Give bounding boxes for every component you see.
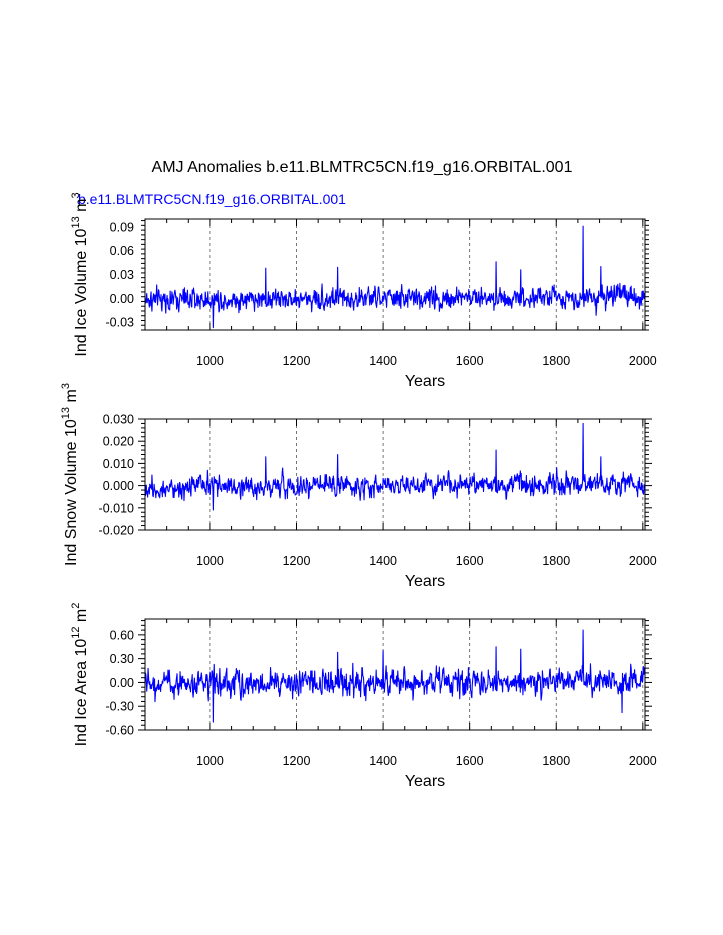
x-tick-label: 1200 bbox=[283, 354, 311, 368]
y-tick-label: 0.00 bbox=[110, 292, 134, 306]
plot-frame bbox=[144, 218, 646, 331]
x-tick-label: 2000 bbox=[629, 754, 657, 768]
x-tick-label: 1600 bbox=[456, 554, 484, 568]
y-tick-label: 0.60 bbox=[110, 628, 134, 642]
y-tick-label: 0.09 bbox=[110, 220, 134, 234]
x-tick-label: 1400 bbox=[369, 554, 397, 568]
y-axis-label: Ind Ice Area 1012 m2 bbox=[70, 603, 90, 747]
y-axis-label: Ind Ice Volume 1013 m3 bbox=[70, 192, 90, 356]
y-tick-label: 0.03 bbox=[110, 268, 134, 282]
y-tick-label: 0.06 bbox=[110, 244, 134, 258]
x-tick-label: 1400 bbox=[369, 354, 397, 368]
x-tick-label: 1000 bbox=[196, 354, 224, 368]
chart-subtitle: b.e11.BLMTRC5CN.f19_g16.ORBITAL.001 bbox=[78, 191, 346, 207]
series-line bbox=[144, 422, 645, 511]
y-tick-label: -0.010 bbox=[99, 501, 134, 515]
panel-1: 1000 1200 1400 1600 1800 2000 -0.03 0.00 0.03 0.0… bbox=[70, 192, 657, 390]
x-tick-label: 2000 bbox=[629, 554, 657, 568]
x-axis-label: Years bbox=[405, 773, 445, 790]
x-tick-label: 2000 bbox=[629, 354, 657, 368]
x-tick-label: 1800 bbox=[542, 554, 570, 568]
x-tick-label: 1200 bbox=[283, 554, 311, 568]
x-tick-label: 1800 bbox=[542, 354, 570, 368]
y-tick-label: -0.020 bbox=[99, 524, 134, 538]
y-tick-label: -0.60 bbox=[106, 724, 135, 738]
y-axis-label: Ind Snow Volume 1013 m3 bbox=[60, 383, 80, 566]
plot-frame bbox=[144, 618, 646, 731]
plot-frame bbox=[144, 418, 646, 531]
y-tick-label: -0.03 bbox=[106, 316, 135, 330]
x-tick-label: 1000 bbox=[196, 554, 224, 568]
x-tick-label: 1800 bbox=[542, 754, 570, 768]
y-tick-label: 0.00 bbox=[110, 676, 134, 690]
y-tick-label: 0.010 bbox=[103, 457, 134, 471]
x-tick-label: 1400 bbox=[369, 754, 397, 768]
chart-title: AMJ Anomalies b.e11.BLMTRC5CN.f19_g16.OR… bbox=[152, 159, 573, 176]
panel-2: 1000 1200 1400 1600 1800 2000 -0.020 -0.010 0.00… bbox=[60, 383, 657, 590]
x-axis-label: Years bbox=[405, 573, 445, 590]
series-line bbox=[144, 225, 646, 329]
y-tick-label: -0.30 bbox=[106, 700, 135, 714]
x-axis-label: Years bbox=[405, 373, 445, 390]
y-tick-label: 0.30 bbox=[110, 652, 134, 666]
x-tick-label: 1600 bbox=[456, 354, 484, 368]
y-tick-label: 0.000 bbox=[103, 479, 134, 493]
x-tick-label: 1600 bbox=[456, 754, 484, 768]
y-tick-label: 0.030 bbox=[103, 413, 134, 427]
y-tick-label: 0.020 bbox=[103, 435, 134, 449]
series-line bbox=[144, 629, 646, 723]
panel-3: 1000 1200 1400 1600 1800 2000 -0.60 -0.30 0.00 0.… bbox=[70, 603, 657, 790]
x-tick-label: 1000 bbox=[196, 754, 224, 768]
panels: 1000 1200 1400 1600 1800 2000 -0.03 0.00 0.03 0.0… bbox=[60, 192, 657, 790]
x-tick-label: 1200 bbox=[283, 754, 311, 768]
